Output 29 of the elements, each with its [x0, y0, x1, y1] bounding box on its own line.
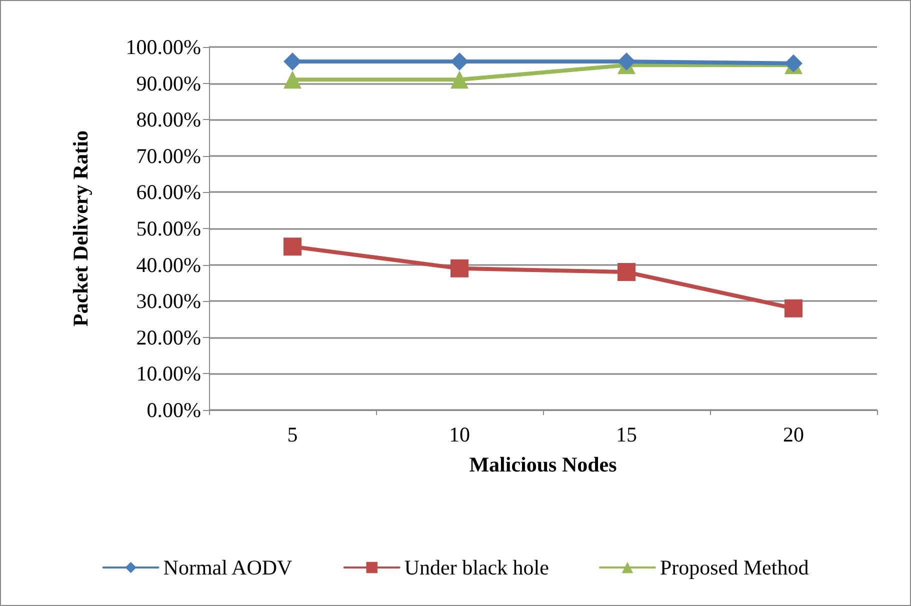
point	[284, 52, 302, 71]
x-tick-label: 15	[616, 422, 637, 446]
point	[784, 299, 802, 318]
legend-label: Under black hole	[404, 556, 549, 580]
legend-label: Proposed Method	[660, 556, 810, 580]
y-tick-label: 100.00%	[126, 35, 201, 59]
y-tick-label: 50.00%	[136, 216, 201, 240]
point	[284, 238, 302, 256]
y-tick-label: 0.00%	[146, 398, 201, 422]
point	[450, 70, 468, 89]
y-tick-label: 70.00%	[136, 144, 201, 168]
y-tick-label: 90.00%	[136, 71, 201, 96]
legend-label: Normal AODV	[163, 556, 292, 580]
x-tick-label: 20	[783, 422, 804, 446]
y-tick-label: 20.00%	[136, 325, 201, 350]
point	[450, 259, 468, 278]
x-tick-label: 10	[449, 422, 470, 446]
y-axis-title: Packet Delivery Ratio	[68, 130, 92, 326]
y-tick-label: 40.00%	[136, 252, 201, 277]
x-tick-label: 5	[287, 422, 298, 446]
point	[450, 52, 468, 71]
y-tick-label: 10.00%	[136, 362, 201, 386]
y-tick-label: 80.00%	[136, 108, 201, 132]
point	[284, 70, 302, 89]
y-tick-label: 30.00%	[136, 289, 201, 314]
point	[618, 52, 636, 71]
x-axis-title: Malicious Nodes	[469, 452, 617, 476]
point	[618, 263, 636, 282]
y-tick-label: 60.00%	[136, 180, 201, 204]
